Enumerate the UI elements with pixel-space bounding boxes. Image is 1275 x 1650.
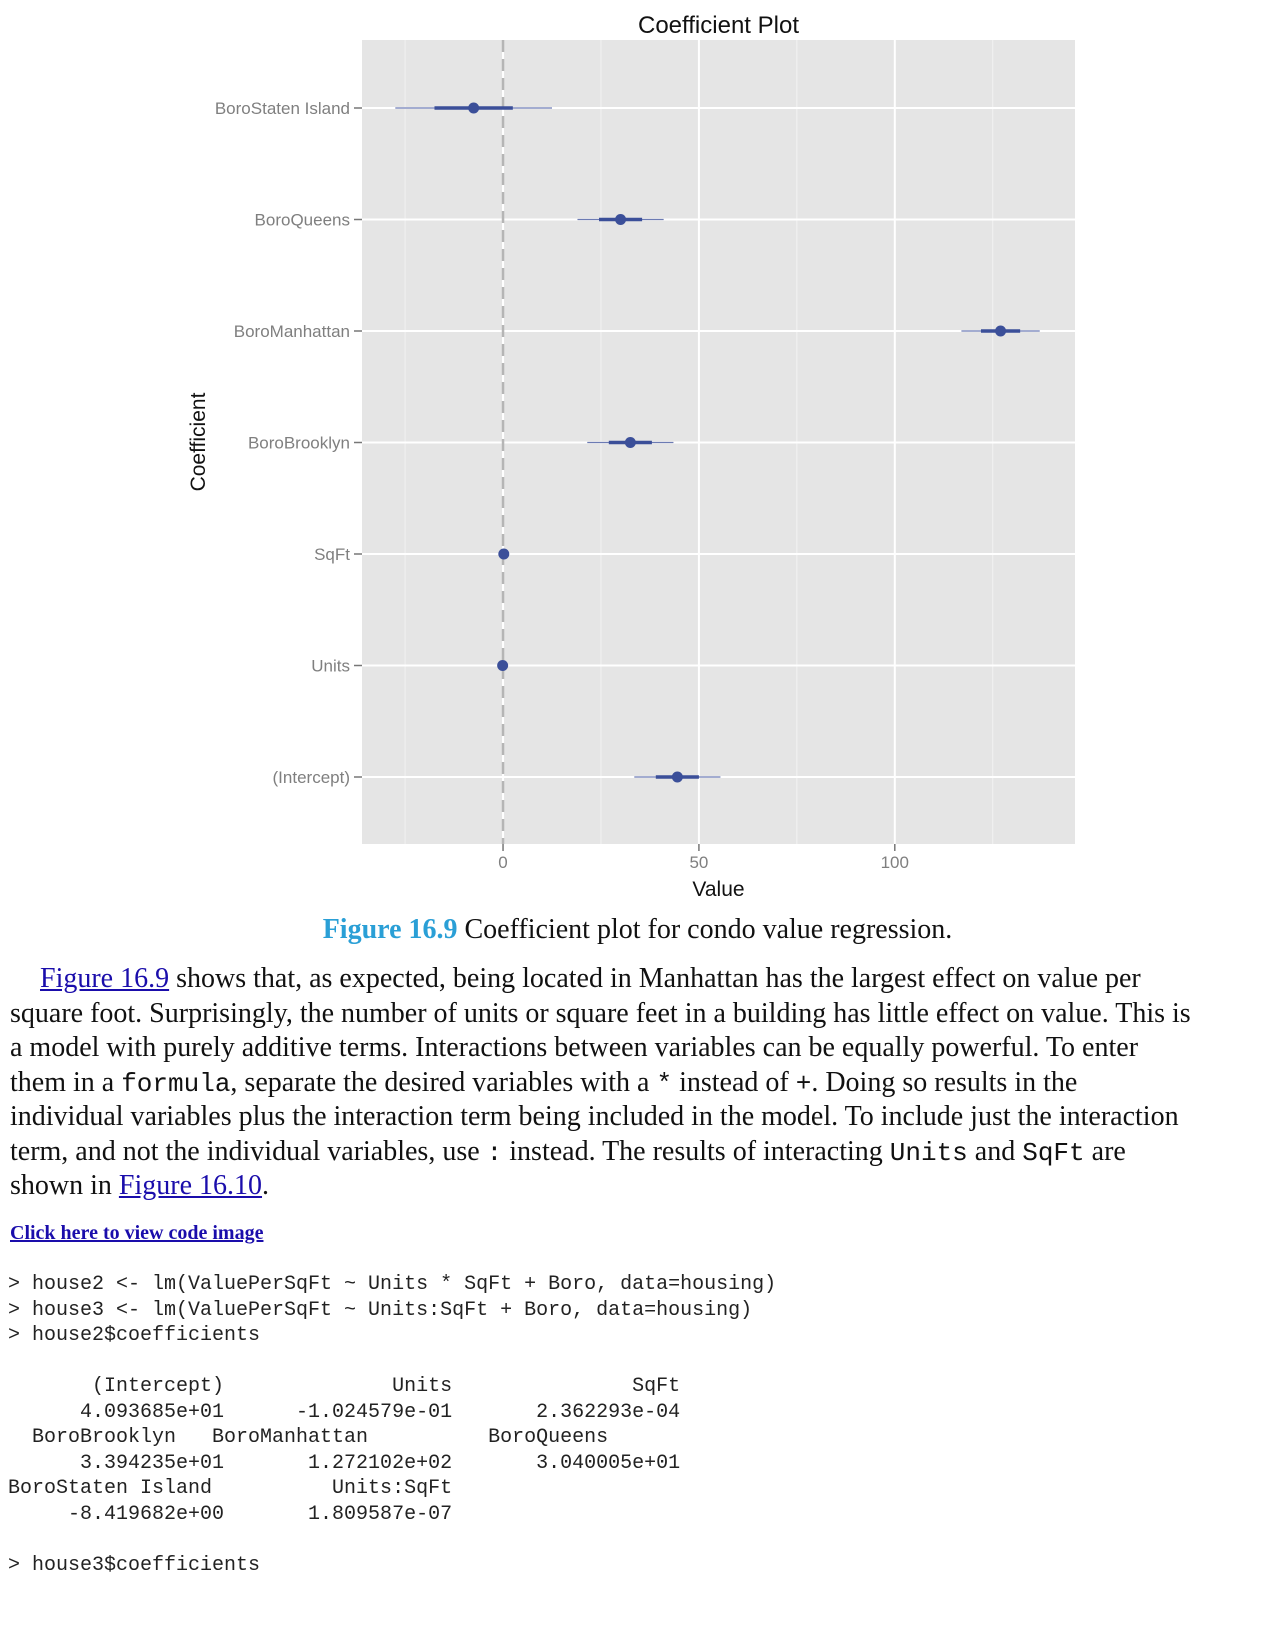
paragraph-text: and <box>967 1135 1023 1167</box>
paragraph-text: them in a <box>10 1066 122 1098</box>
paragraph-text: . Doing so results in the <box>811 1066 1078 1098</box>
coefficient-point <box>624 437 636 448</box>
coefficient-point <box>615 214 627 225</box>
paragraph-text: . <box>262 1170 270 1201</box>
y-tick-label: SqFt <box>314 545 350 564</box>
inline-code: : <box>486 1137 503 1168</box>
y-tick-label: Units <box>311 657 350 676</box>
code-line <box>8 1349 1258 1375</box>
figure-caption-text: Coefficient plot for condo value regress… <box>457 914 953 945</box>
coefficient-point <box>468 102 480 114</box>
coefficient-point <box>497 660 509 671</box>
paragraph-text: shows that, as expected, being located i… <box>169 963 1141 994</box>
body-paragraph: Figure 16.9 shows that, as expected, bei… <box>10 962 1250 1204</box>
paragraph-line: Figure 16.9 shows that, as expected, bei… <box>10 962 1250 997</box>
paragraph-line: shown in Figure 16.10. <box>10 1169 1250 1204</box>
paragraph-line: a model with purely additive terms. Inte… <box>10 1032 1139 1063</box>
paragraph-line: term, and not the individual variables, … <box>10 1135 1250 1170</box>
y-tick-label: BoroBrooklyn <box>248 434 350 453</box>
code-line: > house3 <- lm(ValuePerSqFt ~ Units:SqFt… <box>8 1298 753 1322</box>
x-tick-label: 100 <box>881 853 909 872</box>
y-tick-label: BoroStaten Island <box>215 99 350 118</box>
inline-code: Units <box>889 1137 968 1168</box>
code-line: 3.394235e+01 1.272102e+02 3.040005e+01 <box>8 1451 681 1475</box>
view-code-image-link[interactable]: Click here to view code image <box>10 1222 264 1244</box>
code-line: 4.093685e+01 -1.024579e-01 2.362293e-04 <box>8 1400 681 1424</box>
inline-code: + <box>795 1068 812 1099</box>
coefficient-point <box>498 548 510 560</box>
inline-code: SqFt <box>1022 1137 1085 1168</box>
y-axis-title: Coefficient <box>187 392 210 491</box>
coefficient-point <box>671 771 683 783</box>
paragraph-text: term, and not the individual variables, … <box>10 1135 487 1167</box>
y-tick-label: BoroQueens <box>255 211 350 230</box>
figure-16-9-link[interactable]: Figure 16.9 <box>40 963 170 994</box>
code-line: BoroBrooklyn BoroManhattan BoroQueens <box>8 1426 609 1449</box>
coefficient-plot-svg: BoroStaten Island BoroQueens BoroManhattan… <box>187 12 1075 901</box>
paragraph-text: shown in <box>10 1170 119 1201</box>
code-line: > house2 <- lm(ValuePerSqFt ~ Units * Sq… <box>8 1273 777 1296</box>
y-tick-label: BoroManhattan <box>234 322 350 341</box>
paragraph-text: , separate the desired variables with a <box>230 1066 657 1098</box>
code-block: > house2 <- lm(ValuePerSqFt ~ Units * Sq… <box>8 1272 1258 1578</box>
paragraph-line: individual variables plus the interactio… <box>10 1101 1179 1132</box>
x-axis-title: Value <box>692 878 744 901</box>
figure-caption: Figure 16.9 Coefficient plot for condo v… <box>0 914 1275 946</box>
code-line: > house2$coefficients <box>8 1324 261 1347</box>
x-tick-label: 50 <box>689 853 708 872</box>
inline-code: * <box>656 1068 673 1099</box>
paragraph-line: them in a formula, separate the desired … <box>10 1066 1250 1101</box>
figure-number: Figure 16.9 <box>322 914 458 945</box>
chart-title: Coefficient Plot <box>638 12 799 39</box>
code-line: -8.419682e+00 1.809587e-07 <box>8 1502 453 1526</box>
code-line: BoroStaten Island Units:SqFt <box>8 1477 453 1500</box>
code-line <box>8 1527 1258 1553</box>
inline-code: formula <box>121 1068 231 1099</box>
paragraph-text: instead of <box>672 1066 796 1098</box>
figure-16-10-link[interactable]: Figure 16.10 <box>118 1170 263 1201</box>
paragraph-text: instead. The results of interacting <box>502 1135 890 1167</box>
code-line: > house3$coefficients <box>8 1553 261 1577</box>
y-tick-label: (Intercept) <box>273 768 350 787</box>
paragraph-line: square foot. Surprisingly, the number of… <box>10 997 1191 1029</box>
paragraph-text: are <box>1084 1135 1126 1167</box>
x-tick-label: 0 <box>498 853 507 872</box>
coefficient-plot: BoroStaten Island BoroQueens BoroManhattan… <box>187 12 1075 901</box>
code-line: (Intercept) Units SqFt <box>8 1375 681 1398</box>
coefficient-point <box>995 325 1007 337</box>
